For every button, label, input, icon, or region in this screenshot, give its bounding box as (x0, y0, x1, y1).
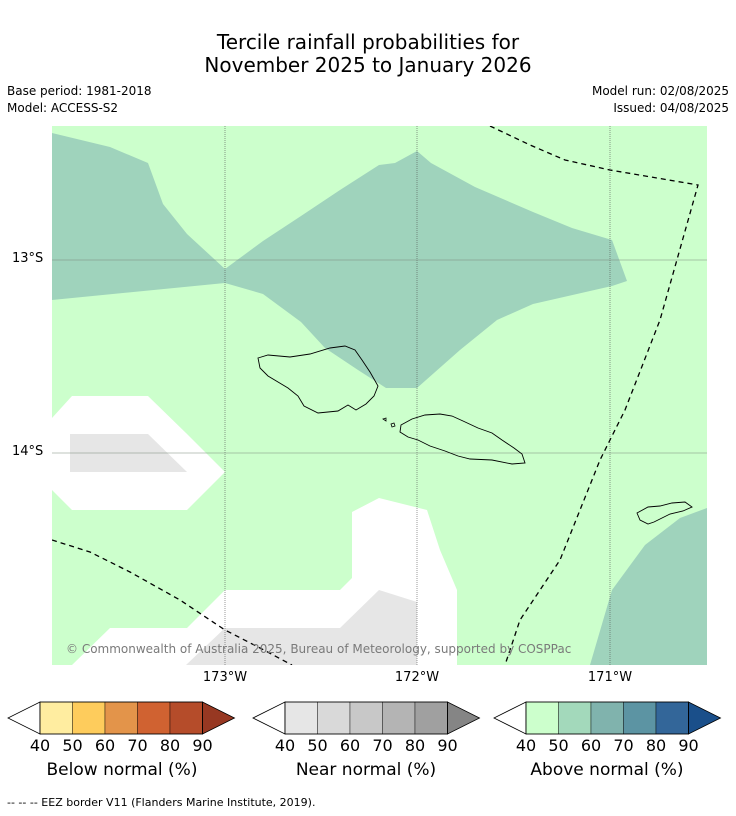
colorbar-above-frame (525, 701, 689, 735)
colorbar-below-tick: 90 (192, 736, 213, 755)
lat-label-13s: 13°S (12, 251, 44, 266)
colorbar-near-under-triangle (252, 701, 286, 735)
colorbar-below-segment (39, 701, 73, 735)
eez-footnote: -- -- -- EEZ border V11 (Flanders Marine… (7, 796, 316, 809)
base-period: Base period: 1981-2018 (7, 84, 152, 98)
tutuila-island (636, 501, 693, 525)
latitude-lines (52, 259, 707, 454)
colorbar-above-tick: 40 (515, 736, 537, 755)
colorbar-below-tick: 60 (94, 736, 116, 755)
lon-label-172w: 172°W (394, 670, 440, 685)
upolu-island (399, 413, 526, 465)
model-run: Model run: 02/08/2025 (591, 84, 729, 98)
title-line-1: Tercile rainfall probabilities for (216, 30, 520, 54)
colorbar-below-tick: 40 (29, 736, 51, 755)
colorbar-below-tick: 50 (62, 736, 83, 755)
colorbar-above-segment (525, 701, 559, 735)
colorbar-near-over-triangle (447, 701, 481, 735)
colorbar-below-segment (72, 701, 106, 735)
map-area: © Commonwealth of Australia 2025, Bureau… (52, 126, 707, 665)
colorbar-near-frame (284, 701, 448, 735)
savaii-island (257, 345, 379, 414)
colorbar-above-tick: 80 (645, 736, 667, 755)
colorbar-near-tick: 90 (437, 736, 458, 755)
eez-border (52, 126, 699, 665)
colorbar-near-label: Near normal (%) (295, 760, 437, 780)
lat-label-14s: 14°S (12, 444, 44, 459)
colorbar-near-tick: 80 (404, 736, 426, 755)
colorbar-near-segment (414, 701, 448, 735)
colorbar-below-under-triangle (7, 701, 41, 735)
lon-label-173w: 173°W (202, 670, 248, 685)
colorbar-above-segment (590, 701, 624, 735)
meta-right: Model run: 02/08/2025 Issued: 04/08/2025 (592, 83, 729, 117)
model-name: Model: ACCESS-S2 (7, 101, 119, 115)
title-line-2: November 2025 to January 2026 (204, 53, 532, 77)
above-normal-50-region-southeast (590, 508, 707, 665)
manono-island (390, 422, 396, 428)
colorbar-above-segment (655, 701, 689, 735)
colorbar-below-segment (137, 701, 171, 735)
colorbar-above-label: Above normal (%) (530, 760, 684, 780)
above-normal-50-region-north (52, 133, 627, 388)
colorbar-above (493, 701, 722, 735)
colorbar-above-tick: 50 (548, 736, 569, 755)
colorbar-below-tick: 80 (159, 736, 181, 755)
colorbar-below-segment (169, 701, 203, 735)
chart-title: Tercile rainfall probabilities for Novem… (0, 31, 736, 77)
colorbar-above-tick: 70 (613, 736, 634, 755)
colorbar-near-segment (382, 701, 416, 735)
meta-left: Base period: 1981-2018 Model: ACCESS-S2 (7, 83, 152, 117)
colorbar-below (7, 701, 236, 735)
colorbar-above-segment (623, 701, 657, 735)
copyright-text: © Commonwealth of Australia 2025, Bureau… (66, 642, 571, 656)
colorbar-below-tick: 70 (127, 736, 148, 755)
issued-date: Issued: 04/08/2025 (613, 101, 729, 115)
colorbar-above-tick: 90 (678, 736, 699, 755)
colorbar-near-segment (284, 701, 318, 735)
colorbar-near-segment (349, 701, 383, 735)
colorbar-below-label: Below normal (%) (46, 760, 198, 780)
colorbar-near (252, 701, 481, 735)
colorbar-near-tick: 70 (372, 736, 393, 755)
colorbar-above-over-triangle (688, 701, 722, 735)
colorbar-above-tick: 60 (580, 736, 602, 755)
colorbar-below-segment (104, 701, 138, 735)
colorbar-near-segment (317, 701, 351, 735)
colorbar-near-tick: 40 (274, 736, 296, 755)
colorbar-near-tick: 60 (339, 736, 361, 755)
colorbar-below-frame (39, 701, 203, 735)
colorbar-near-tick: 50 (307, 736, 328, 755)
colorbar-below-over-triangle (202, 701, 236, 735)
near-normal-40-region-south (186, 590, 417, 665)
colorbar-above-segment (558, 701, 592, 735)
apolima-island (382, 417, 387, 422)
lon-label-171w: 171°W (587, 670, 633, 685)
colorbar-above-under-triangle (493, 701, 527, 735)
